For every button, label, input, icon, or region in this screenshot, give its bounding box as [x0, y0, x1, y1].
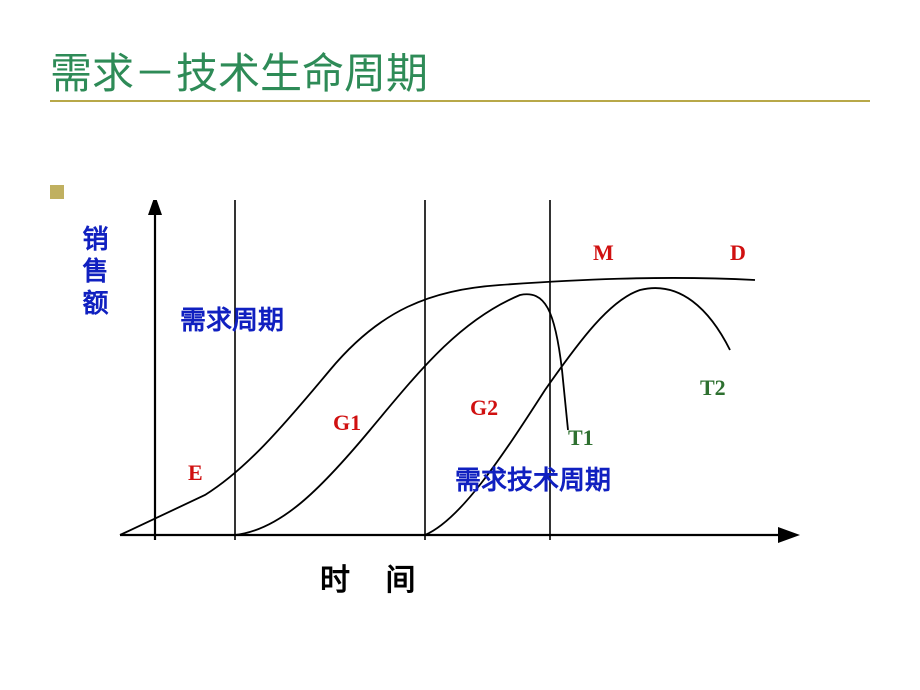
demand-tech-cycle-label: 需求技术周期 — [455, 460, 611, 497]
y-axis-label: 销售额 — [75, 225, 112, 321]
chart-svg — [60, 200, 840, 620]
label-M: M — [593, 240, 614, 266]
x-axis-arrow-icon — [778, 527, 800, 543]
slide: 需求－技术生命周期 销售额 时 间 需求周期 需求技术周期 E G1 G2 M — [0, 0, 920, 690]
label-T2: T2 — [700, 375, 726, 401]
demand-cycle-label: 需求周期 — [180, 300, 284, 337]
slide-title: 需求－技术生命周期 — [50, 40, 428, 101]
label-G2: G2 — [470, 395, 498, 421]
y-axis-arrow-icon — [148, 200, 162, 215]
x-axis-label: 时 间 — [320, 555, 430, 599]
label-E: E — [188, 460, 203, 486]
label-T1: T1 — [568, 425, 594, 451]
title-underline — [50, 100, 870, 102]
label-G1: G1 — [333, 410, 361, 436]
bullet-icon — [50, 185, 64, 199]
label-D: D — [730, 240, 746, 266]
lifecycle-chart: 销售额 时 间 需求周期 需求技术周期 E G1 G2 M D T1 T2 — [60, 200, 840, 620]
t1-curve — [235, 294, 568, 535]
